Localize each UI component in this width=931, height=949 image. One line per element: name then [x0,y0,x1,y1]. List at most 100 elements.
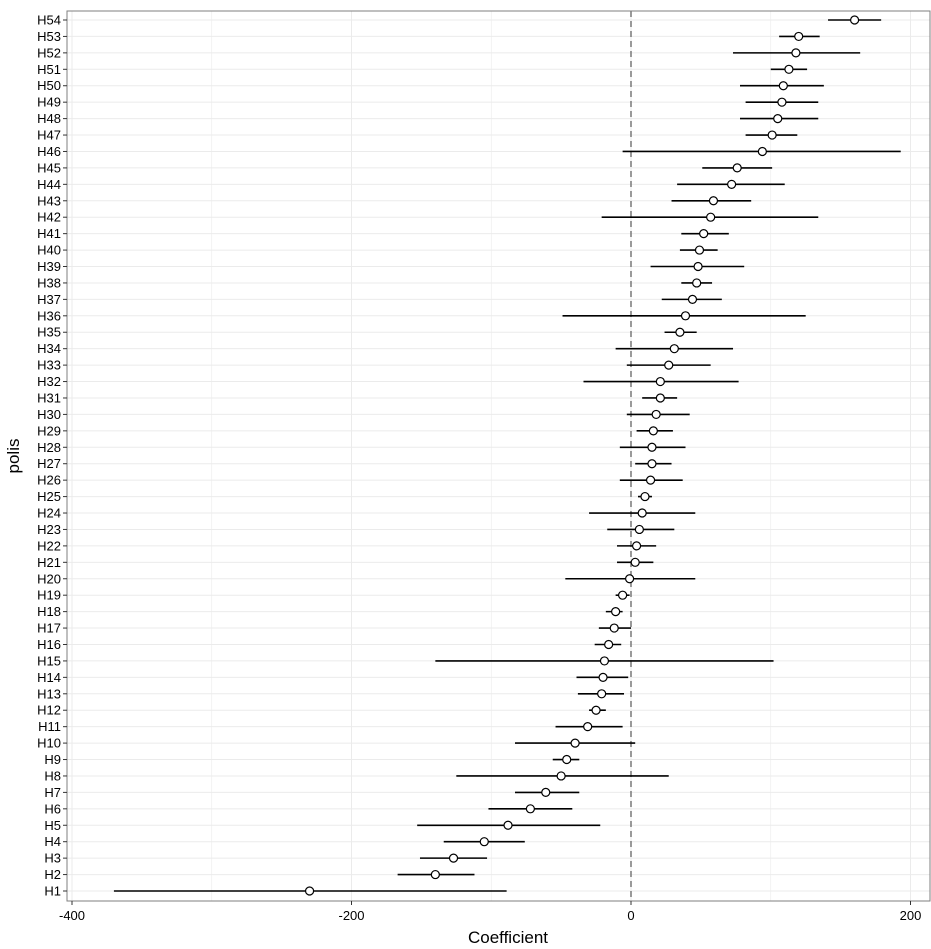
y-tick-label: H36 [37,308,61,323]
point-estimate [570,738,580,748]
point-estimate [604,639,614,650]
point-estimate [503,820,513,830]
y-tick-label: H50 [37,78,61,93]
y-tick-label: H5 [44,818,61,833]
y-tick-label: H27 [37,456,61,471]
point-estimate [777,97,787,107]
point-estimate [757,146,767,157]
x-tick-label: 200 [900,908,922,923]
point-estimate [599,656,610,666]
y-tick-label: H1 [44,884,61,899]
y-tick-label: H20 [37,571,61,586]
y-tick-label: H46 [37,144,61,159]
y-tick-label: H34 [37,341,61,356]
y-tick-label: H11 [38,719,61,734]
point-estimate [791,48,801,58]
y-tick-label: H35 [37,325,61,340]
y-tick-label: H23 [37,522,61,537]
point-estimate [655,376,665,387]
y-axis-title: polis [4,439,23,474]
x-tick-label: 0 [627,908,634,923]
y-axis-ticks: H1H2H3H4H5H6H7H8H9H10H11H12H13H14H15H16H… [37,13,67,899]
y-tick-label: H38 [37,275,61,290]
y-tick-label: H29 [37,423,61,438]
point-estimate [556,771,566,781]
y-tick-label: H40 [37,243,61,258]
point-estimate [664,360,674,370]
point-estimate [611,607,621,617]
y-tick-label: H53 [37,29,61,44]
point-estimate [727,179,737,189]
point-estimate [618,590,628,600]
point-estimate [304,886,315,896]
point-estimate [694,245,705,255]
point-estimate [849,15,860,25]
y-tick-label: H16 [37,637,61,652]
plot-panel [67,11,930,901]
point-estimate [640,491,650,502]
y-tick-label: H30 [37,407,61,422]
point-estimate [732,163,742,173]
y-tick-label: H10 [37,736,61,751]
y-tick-label: H14 [37,670,61,685]
y-tick-label: H24 [37,506,61,521]
point-estimate [687,294,698,304]
point-estimate [692,278,702,288]
point-estimate [630,557,640,567]
point-estimate [655,393,665,403]
y-tick-label: H41 [37,226,61,241]
point-estimate [675,327,685,337]
point-estimate [448,853,459,863]
y-tick-label: H19 [37,588,61,603]
y-tick-label: H52 [37,45,61,60]
y-tick-label: H33 [37,358,61,373]
point-estimate [647,442,657,452]
y-tick-label: H17 [37,621,61,636]
x-axis-title: Coefficient [468,928,548,947]
y-tick-label: H28 [37,440,61,455]
point-estimate [778,81,788,91]
point-estimate [583,722,593,732]
y-tick-label: H49 [37,95,61,110]
point-estimate [767,130,777,140]
point-estimate [706,212,716,222]
y-tick-label: H22 [37,538,61,553]
point-estimate [562,754,572,765]
point-estimate [598,672,608,682]
y-tick-label: H32 [37,374,61,389]
y-tick-label: H21 [37,555,61,570]
y-tick-label: H18 [37,604,61,619]
point-estimate [591,705,601,715]
point-estimate [631,541,642,551]
point-estimate [784,64,794,74]
y-tick-label: H15 [37,653,61,668]
point-estimate [794,31,804,42]
y-tick-label: H2 [44,867,61,882]
y-tick-label: H47 [37,128,61,143]
point-estimate [597,689,607,699]
point-estimate [479,837,489,847]
y-tick-label: H13 [37,686,61,701]
point-estimate [609,623,619,633]
point-estimate [693,261,703,272]
y-tick-label: H6 [44,801,61,816]
y-tick-label: H45 [37,160,61,175]
y-tick-label: H51 [37,62,61,77]
point-estimate [680,311,691,321]
x-tick-label: -200 [338,908,364,923]
y-tick-label: H42 [37,210,61,225]
point-estimate [525,804,535,814]
plot-border [66,10,931,902]
point-estimate [541,787,551,797]
y-tick-label: H43 [37,193,61,208]
interval-marks [113,15,901,896]
y-tick-label: H37 [37,292,61,307]
y-tick-label: H44 [37,177,61,192]
point-estimate [669,344,679,354]
point-estimate [708,196,719,206]
y-tick-label: H4 [44,834,61,849]
y-tick-label: H3 [44,851,61,866]
y-tick-label: H31 [37,390,61,405]
y-tick-label: H26 [37,473,61,488]
